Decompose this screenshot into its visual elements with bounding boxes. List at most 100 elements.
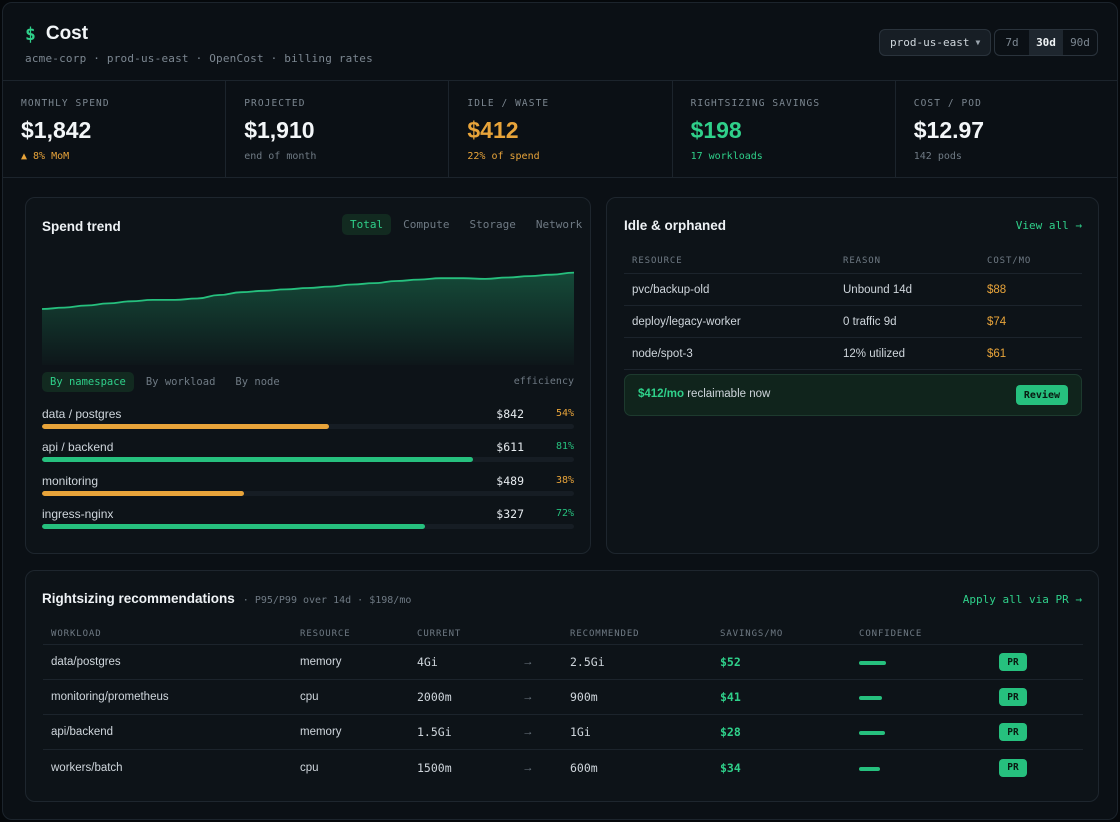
rightsizing-meta: · P95/P99 over 14d · $198/mo: [242, 595, 412, 606]
idle-title: Idle & orphaned: [624, 218, 727, 233]
table-row[interactable]: api/backend memory 1.5Gi → 1Gi $28 PR: [43, 715, 1083, 750]
kpi-sub: end of month: [244, 151, 317, 162]
idle-cost: $61: [987, 347, 1007, 360]
workload-name: data/postgres: [51, 656, 121, 668]
breadcrumb: acme-corp · prod-us-east · OpenCost · bi…: [25, 52, 373, 65]
recommended-value: 1Gi: [570, 725, 591, 739]
open-pr-button[interactable]: PR: [999, 723, 1027, 741]
reclaim-text: reclaimable now: [684, 388, 771, 400]
spend-area-fill: [42, 272, 574, 365]
idle-reason: 0 traffic 9d: [843, 315, 897, 328]
current-value: 1500m: [417, 760, 452, 775]
confidence-cell: [859, 726, 999, 738]
tab-by-namespace[interactable]: By namespace: [42, 372, 134, 392]
efficiency-label: efficiency: [513, 376, 574, 387]
kpi-value: $1,842: [21, 117, 92, 143]
kpi-value: $12.97: [913, 117, 985, 143]
range-option-7d[interactable]: 7d: [1005, 36, 1019, 49]
range-option-30d[interactable]: 30d: [1029, 30, 1063, 55]
tab-compute[interactable]: Compute: [403, 218, 450, 231]
cluster-select-value: prod-us-east: [890, 36, 970, 49]
column-header: WORKLOAD: [51, 628, 102, 639]
apply-all-button[interactable]: Apply all via PR →: [962, 593, 1082, 606]
namespace-bar-fill: [42, 524, 426, 530]
review-button[interactable]: Review: [1015, 385, 1068, 405]
namespace-efficiency: 38%: [555, 474, 574, 486]
spend-trend-card: Spend trend Total Compute Storage Network B…: [25, 197, 591, 554]
kpi-cost-pod: COST / POD $12.97 142 pods: [896, 81, 1117, 177]
pr-cell: PR: [999, 653, 1083, 671]
rightsizing-table: WORKLOAD RESOURCE CURRENT RECOMMENDED SAVING…: [43, 623, 1083, 785]
confidence-bar: [859, 696, 882, 700]
column-header: RESOURCE: [300, 628, 351, 639]
pr-cell: PR: [999, 688, 1083, 706]
savings-value: $41: [720, 690, 741, 704]
tab-network[interactable]: Network: [535, 218, 583, 231]
table-row[interactable]: monitoring/prometheus cpu 2000m → 900m $41 PR: [43, 680, 1083, 715]
namespace-efficiency: 81%: [555, 441, 574, 453]
idle-orphaned-card: Idle & orphaned View all → RESOURCE REASO…: [606, 197, 1099, 554]
namespace-efficiency: 54%: [555, 408, 574, 419]
confidence-cell: [859, 691, 999, 703]
tab-storage[interactable]: Storage: [469, 218, 516, 231]
namespace-row[interactable]: data / postgres $842 54%: [42, 405, 574, 438]
namespace-row[interactable]: api / backend $611 81%: [42, 438, 574, 471]
current-value: 4Gi: [417, 655, 438, 669]
idle-cost: $74: [987, 315, 1007, 328]
idle-resource: pvc/backup-old: [632, 283, 710, 296]
view-all-link[interactable]: View all →: [1015, 219, 1082, 232]
confidence-bar: [859, 731, 885, 735]
kpi-strip: MONTHLY SPEND $1,842 ▲ 8% MoM PROJECTED $1,9…: [3, 81, 1117, 178]
arrow-right-icon: →: [522, 656, 534, 668]
kpi-rightsizing-savings: RIGHTSIZING SAVINGS $198 17 workloads: [673, 81, 896, 177]
tab-by-node[interactable]: By node: [235, 376, 280, 388]
rightsizing-card: Rightsizing recommendations · P95/P99 ov…: [25, 570, 1099, 802]
savings-value: $34: [720, 760, 741, 775]
namespace-list: data / postgres $842 54% api / backend $611 8…: [42, 405, 574, 539]
tab-total[interactable]: Total: [342, 214, 392, 235]
open-pr-button[interactable]: PR: [999, 688, 1027, 706]
recommended-value: 900m: [570, 690, 598, 704]
table-row[interactable]: workers/batch cpu 1500m → 600m $34 PR: [43, 750, 1083, 785]
idle-table: RESOURCE REASON COST/MO pvc/backup-old Unbou…: [624, 248, 1082, 370]
idle-row[interactable]: node/spot-3 12% utilized $61: [624, 338, 1082, 370]
open-pr-button[interactable]: PR: [999, 653, 1027, 671]
namespace-name: api / backend: [42, 440, 114, 455]
idle-resource: node/spot-3: [632, 347, 693, 360]
recommended-value: 2.5Gi: [570, 655, 605, 669]
idle-row[interactable]: pvc/backup-old Unbound 14d $88: [624, 274, 1082, 306]
namespace-bar-fill: [42, 457, 473, 463]
namespace-bar-track: [42, 424, 574, 429]
namespace-row[interactable]: monitoring $489 38%: [42, 472, 574, 505]
idle-reason: 12% utilized: [843, 347, 906, 360]
range-option-90d[interactable]: 90d: [1070, 36, 1090, 49]
column-header: RESOURCE: [632, 255, 683, 266]
column-header: SAVINGS/MO: [720, 628, 784, 639]
kpi-label: RIGHTSIZING SAVINGS: [690, 98, 821, 109]
namespace-row[interactable]: ingress-nginx $327 72%: [42, 505, 574, 538]
chevron-down-icon: ▼: [975, 38, 981, 47]
page-header: $ Cost acme-corp · prod-us-east · OpenCo…: [3, 3, 1117, 81]
workload-name: monitoring/prometheus: [51, 691, 169, 703]
kpi-projected: PROJECTED $1,910 end of month: [226, 81, 450, 177]
table-row[interactable]: data/postgres memory 4Gi → 2.5Gi $52 PR: [43, 645, 1083, 680]
open-pr-button[interactable]: PR: [999, 758, 1027, 777]
rightsizing-table-header: WORKLOAD RESOURCE CURRENT RECOMMENDED SAVING…: [43, 623, 1083, 645]
tab-by-workload[interactable]: By workload: [145, 376, 216, 388]
spend-trend-chart: [42, 271, 574, 365]
idle-reason: Unbound 14d: [843, 283, 913, 296]
cluster-select[interactable]: prod-us-east ▼: [879, 29, 992, 56]
arrow-right-icon: →: [522, 761, 534, 774]
confidence-bar: [859, 661, 886, 665]
rightsizing-title: Rightsizing recommendations: [42, 591, 235, 606]
idle-cost: $88: [987, 283, 1007, 296]
kpi-label: MONTHLY SPEND: [21, 98, 110, 109]
namespace-efficiency: 72%: [555, 508, 574, 520]
range-selector: 7d 30d 90d: [994, 29, 1098, 56]
spend-trend-title: Spend trend: [42, 219, 121, 234]
column-header: COST/MO: [987, 255, 1032, 266]
idle-row[interactable]: deploy/legacy-worker 0 traffic 9d $74: [624, 306, 1082, 338]
kpi-sub: ▲ 8% MoM: [21, 151, 70, 162]
namespace-name: data / postgres: [42, 407, 122, 421]
pr-cell: PR: [999, 758, 1083, 777]
